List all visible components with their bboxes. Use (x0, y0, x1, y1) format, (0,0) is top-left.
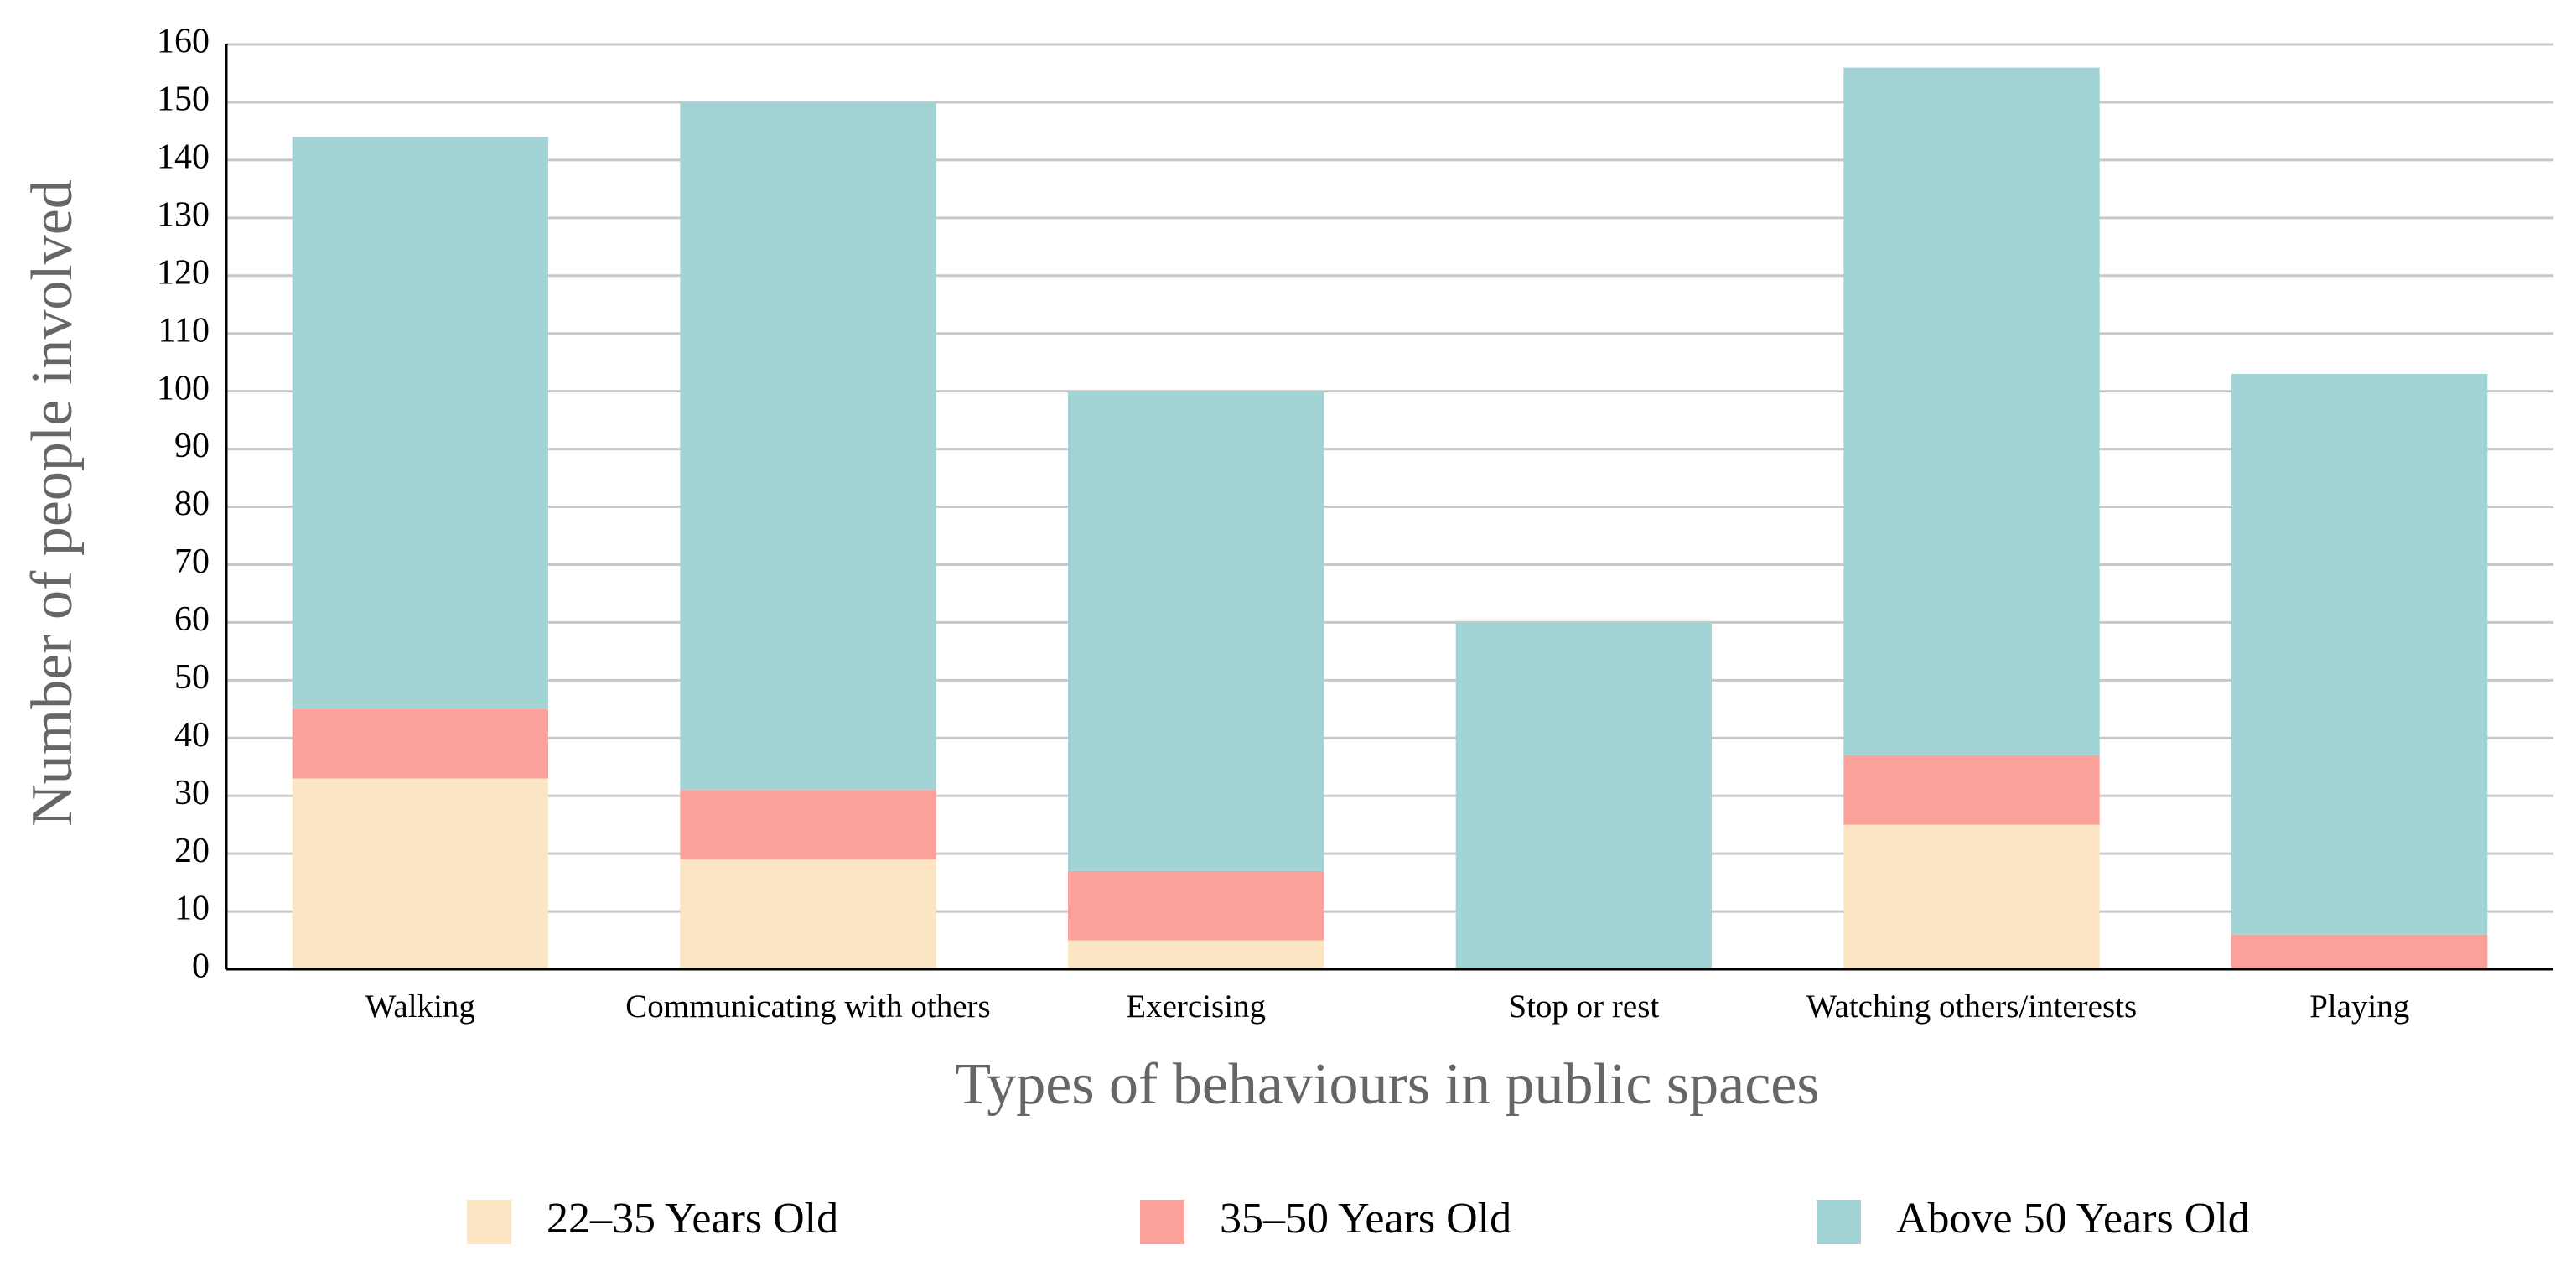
bar-segment (292, 137, 549, 709)
legend-label: Above 50 Years Old (1896, 1195, 2250, 1243)
legend-swatch (467, 1200, 511, 1244)
y-tick-label: 70 (174, 542, 210, 581)
x-tick-label: Playing (2309, 988, 2409, 1025)
bar-segment (1455, 622, 1713, 969)
x-tick-label: Communicating with others (625, 988, 990, 1025)
y-tick-label: 160 (157, 23, 210, 61)
x-tick-label: Stop or rest (1508, 988, 1659, 1025)
bar-segment (1843, 67, 2100, 755)
x-tick-label: Walking (365, 988, 475, 1025)
y-tick-label: 110 (158, 311, 210, 350)
y-tick-label: 130 (157, 195, 210, 234)
y-tick-label: 120 (157, 253, 210, 292)
bar-segment (1067, 870, 1324, 941)
y-tick-label: 140 (157, 138, 210, 177)
y-tick-label: 50 (174, 658, 210, 697)
y-tick-label: 60 (174, 600, 210, 639)
y-tick-label: 100 (157, 369, 210, 407)
bar-segment (680, 790, 936, 860)
legend-label: 35–50 Years Old (1220, 1195, 1511, 1243)
y-tick-label: 30 (174, 774, 210, 812)
bar-segment (2231, 934, 2488, 969)
y-tick-label: 150 (157, 80, 210, 119)
y-tick-label: 80 (174, 485, 210, 523)
bar-segment (292, 708, 549, 779)
bar-segment (2231, 373, 2488, 935)
y-tick-label: 40 (174, 716, 210, 755)
y-axis-title: Number of people involved (20, 179, 85, 827)
bar-segment (1843, 824, 2100, 969)
x-tick-label: Exercising (1126, 988, 1266, 1025)
x-tick-label: Watching others/interests (1806, 988, 2137, 1025)
bar-segment (292, 778, 549, 969)
bar-segment (680, 859, 936, 969)
bar-segment (1067, 940, 1324, 969)
legend-swatch (1140, 1200, 1184, 1244)
y-tick-label: 20 (174, 832, 210, 870)
y-tick-label: 0 (192, 947, 210, 986)
y-tick-label: 90 (174, 427, 210, 465)
y-tick-label: 10 (174, 890, 210, 928)
bar-segment (680, 101, 936, 791)
bar-segment (1843, 755, 2100, 825)
bar-segment (1067, 391, 1324, 871)
legend-swatch (1817, 1200, 1861, 1244)
legend-label: 22–35 Years Old (547, 1195, 838, 1243)
x-axis-title: Types of behaviours in public spaces (955, 1052, 1819, 1117)
